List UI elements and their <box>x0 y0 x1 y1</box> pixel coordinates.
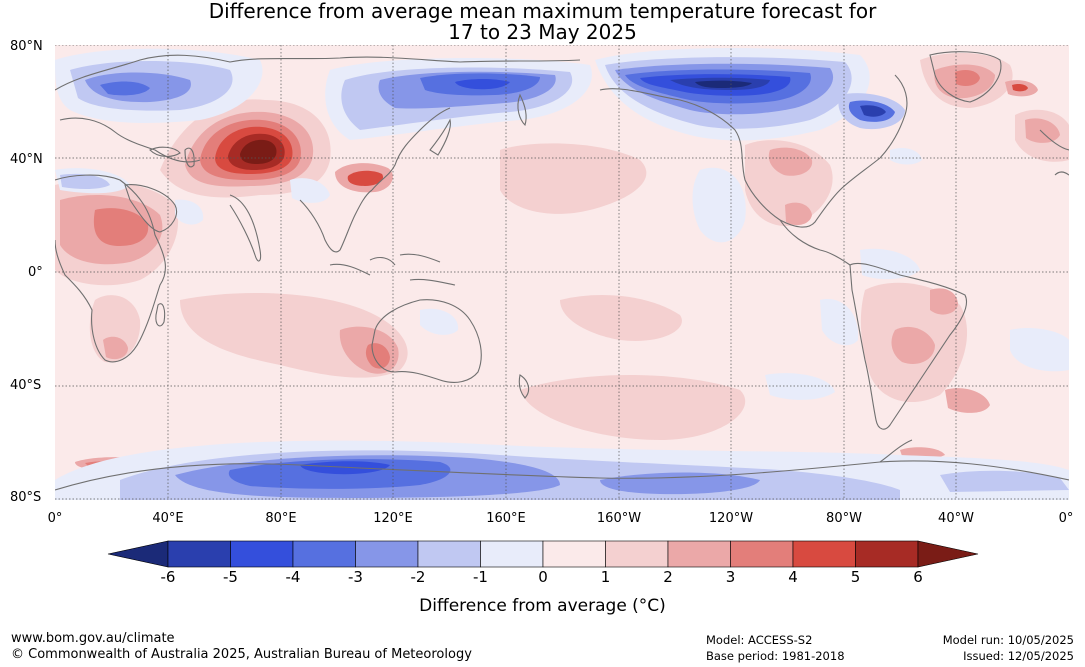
lon-label-120e: 120°E <box>373 511 413 526</box>
colorbar-tick-label: -5 <box>223 568 238 586</box>
colorbar-tick-label: -2 <box>410 568 426 586</box>
colorbar-tick-label: 6 <box>913 568 923 586</box>
colorbar-tick-label: 0 <box>538 568 548 586</box>
colorbar-bin <box>792 540 856 568</box>
colorbar-tick-label: -4 <box>285 568 301 586</box>
colorbar-bin <box>292 540 356 568</box>
colorbar-tick-label: 2 <box>663 568 673 586</box>
colorbar-bin <box>167 540 231 568</box>
colorbar-tick-label: 1 <box>600 568 611 586</box>
lon-label-80w: 80°W <box>826 511 862 526</box>
cold-anomaly-areas <box>55 48 1069 500</box>
colorbar-tick-label: 3 <box>725 568 736 586</box>
lon-label-0-left: 0° <box>47 511 63 526</box>
coastlines <box>55 51 1069 491</box>
footer-base-period: Base period: 1981-2018 <box>706 649 845 663</box>
lon-label-0-right: 0° <box>1058 511 1074 526</box>
lat-label-80s: 80°S <box>10 490 42 505</box>
lat-label-80n: 80°N <box>10 39 43 54</box>
colorbar-bin <box>730 540 794 568</box>
footer-model-run: Model run: 10/05/2025 <box>942 633 1074 647</box>
lat-label-40s: 40°S <box>10 378 42 393</box>
footer-copyright: © Commonwealth of Australia 2025, Austra… <box>11 647 472 662</box>
colorbar-bin <box>230 540 294 568</box>
footer-website: www.bom.gov.au/climate <box>11 631 175 646</box>
graticule <box>55 45 1069 500</box>
map-title-line1: Difference from average mean maximum tem… <box>208 0 877 23</box>
colorbar-tick-label: 5 <box>850 568 861 586</box>
lat-label-40n: 40°N <box>10 152 43 167</box>
lon-label-40e: 40°E <box>152 511 184 526</box>
footer-issued: Issued: 12/05/2025 <box>963 649 1074 663</box>
lon-label-160w: 160°W <box>596 511 642 526</box>
colorbar-tick-label: -1 <box>473 568 488 586</box>
lon-label-40w: 40°W <box>938 511 974 526</box>
colorbar-bin <box>417 540 481 568</box>
colorbar-bin <box>667 540 731 568</box>
colorbar-bin <box>542 540 606 568</box>
colorbar-label: Difference from average (°C) <box>419 596 666 616</box>
colorbar-arrow-right <box>917 540 979 568</box>
map-title-line2: 17 to 23 May 2025 <box>448 20 637 44</box>
colorbar-tick-label: 4 <box>788 568 798 586</box>
lon-label-160e: 160°E <box>486 511 526 526</box>
warm-anomaly-areas <box>55 53 1069 477</box>
colorbar-tick-label: -6 <box>160 568 176 586</box>
lat-label-equator: 0° <box>28 265 43 280</box>
colorbar-bin <box>480 540 544 568</box>
lon-label-80e: 80°E <box>265 511 297 526</box>
colorbar-bin <box>355 540 419 568</box>
footer-model: Model: ACCESS-S2 <box>706 633 813 647</box>
colorbar-tick-label: -3 <box>348 568 363 586</box>
colorbar-arrow-left <box>107 540 169 568</box>
colorbar-bin <box>855 540 919 568</box>
lon-label-120w: 120°W <box>708 511 754 526</box>
colorbar-bin <box>605 540 669 568</box>
